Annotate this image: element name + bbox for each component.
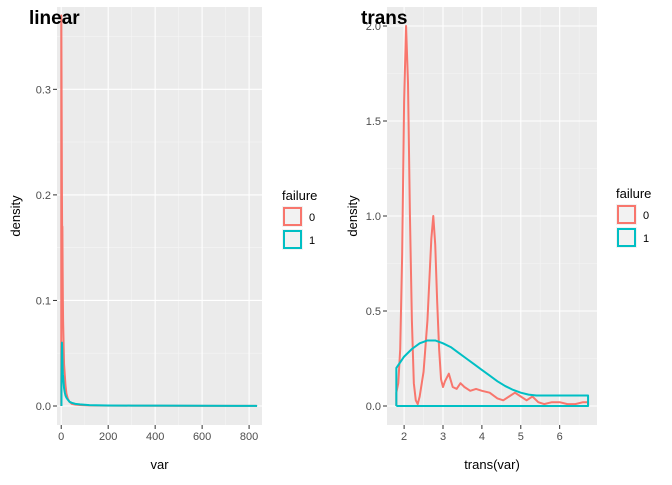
chart-title: trans bbox=[361, 8, 407, 29]
x-tick-label: 400 bbox=[146, 431, 164, 443]
y-tick-label: 0.2 bbox=[36, 190, 51, 202]
y-tick-label: 0.3 bbox=[36, 84, 51, 96]
panel-0: 0 200 400 600 800 0.0 0.1 0.2 0.3 var density linea… bbox=[8, 7, 317, 472]
legend: failure 0 1 bbox=[616, 186, 651, 248]
x-tick-label: 3 bbox=[440, 431, 446, 443]
x-tick-label: 2 bbox=[401, 431, 407, 443]
y-axis-label: density bbox=[8, 195, 23, 237]
chart-title: linear bbox=[29, 8, 80, 29]
legend-key-swatch bbox=[283, 207, 302, 226]
x-tick-label: 4 bbox=[479, 431, 485, 443]
legend-key-background bbox=[616, 204, 637, 225]
y-tick-label: 1.5 bbox=[366, 116, 381, 128]
series-line-1 bbox=[60, 341, 258, 407]
legend-key-background bbox=[282, 229, 303, 250]
legend-title: failure bbox=[616, 186, 651, 201]
legend-key-background bbox=[282, 206, 303, 227]
y-tick-label: 0.1 bbox=[36, 295, 51, 307]
legend-entry-label: 1 bbox=[643, 233, 649, 245]
y-tick-label: 0.0 bbox=[36, 401, 51, 413]
legend-entry-label: 0 bbox=[643, 210, 649, 222]
series-line-1 bbox=[395, 339, 590, 407]
x-tick-label: 200 bbox=[99, 431, 117, 443]
legend-key-swatch bbox=[617, 228, 636, 247]
legend-key-swatch bbox=[283, 230, 302, 249]
series-line-0 bbox=[395, 25, 590, 406]
legend: failure 0 1 bbox=[282, 188, 317, 250]
x-tick-label: 6 bbox=[557, 431, 563, 443]
legend-key-swatch bbox=[617, 205, 636, 224]
x-tick-label: 600 bbox=[193, 431, 211, 443]
x-axis-label: var bbox=[150, 457, 169, 472]
y-tick-label: 0.0 bbox=[366, 401, 381, 413]
x-tick-label: 0 bbox=[58, 431, 64, 443]
y-tick-label: 1.0 bbox=[366, 211, 381, 223]
x-tick-label: 5 bbox=[518, 431, 524, 443]
y-tick-label: 0.5 bbox=[366, 306, 381, 318]
legend-title: failure bbox=[282, 188, 317, 203]
y-axis-label: density bbox=[345, 195, 360, 237]
panel-background bbox=[57, 7, 262, 425]
x-axis-label: trans(var) bbox=[464, 457, 520, 472]
x-tick-label: 800 bbox=[240, 431, 258, 443]
panel-1: 2 3 4 5 6 0.0 0.5 1.0 1.5 2.0 trans(var) density tra… bbox=[345, 7, 651, 472]
y-tick-label: 2.0 bbox=[366, 21, 381, 33]
legend-entry-label: 1 bbox=[309, 235, 315, 247]
legend-key-background bbox=[616, 227, 637, 248]
legend-entry-label: 0 bbox=[309, 212, 315, 224]
